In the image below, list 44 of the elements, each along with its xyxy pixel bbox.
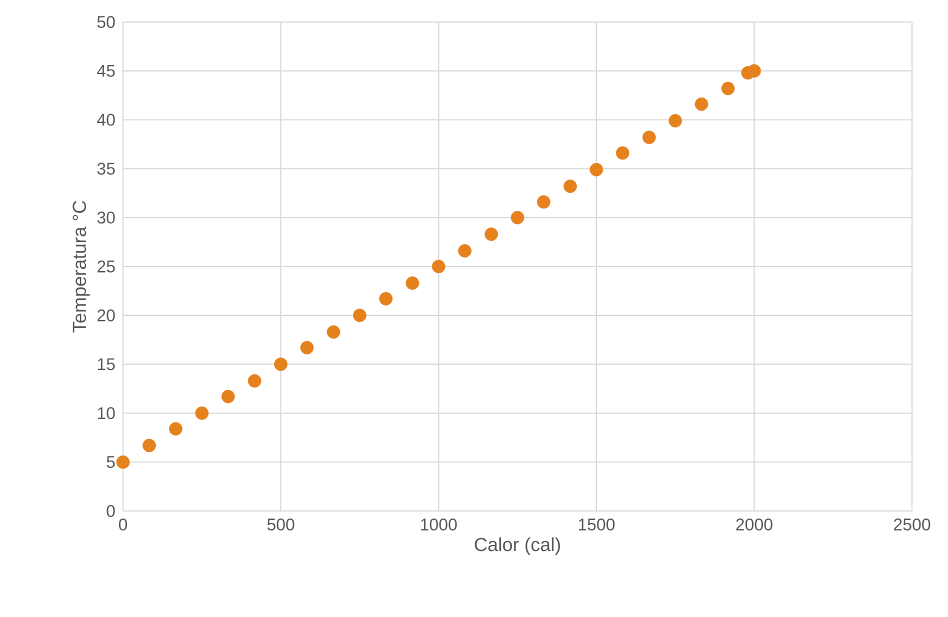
y-tick-label: 0 [106,504,115,517]
x-tick-label: 0 [118,518,128,530]
x-tick-label: 500 [267,518,294,530]
point [510,210,524,224]
point [326,325,340,339]
point [300,340,314,354]
x-tick-label: 2000 [736,518,772,530]
point [458,244,472,258]
point [432,260,446,274]
point [537,195,550,209]
point [248,374,262,388]
point [142,438,156,452]
point [642,130,656,144]
point [116,455,130,469]
y-tick-label: 25 [98,260,115,272]
y-tick-label: 20 [98,309,115,322]
point [169,422,182,436]
x-tick-label: 1000 [421,518,457,530]
y-tick-label: 15 [98,358,115,370]
y-tick-label: 50 [97,16,115,28]
point [721,82,735,96]
point [353,308,366,322]
point [564,180,577,193]
point [379,292,393,306]
point [668,114,682,128]
point [694,97,708,111]
point [748,64,761,78]
y-tick-label: 10 [98,407,115,420]
point [590,162,604,176]
point [221,390,235,404]
x-tick-label: 1500 [578,518,615,530]
y-axis-title: Temperatura °C [72,200,90,332]
point [195,406,209,420]
y-tick-label: 5 [106,456,115,468]
point [274,358,288,371]
y-tick-label: 35 [97,162,115,175]
point [406,276,420,290]
point [616,146,630,160]
x-tick-label: 2500 [894,518,930,530]
point [484,228,498,241]
x-axis-title: Calor (cal) [474,537,560,555]
y-tick-label: 40 [97,114,115,126]
y-tick-label: 30 [97,212,115,224]
y-tick-label: 45 [97,64,115,77]
